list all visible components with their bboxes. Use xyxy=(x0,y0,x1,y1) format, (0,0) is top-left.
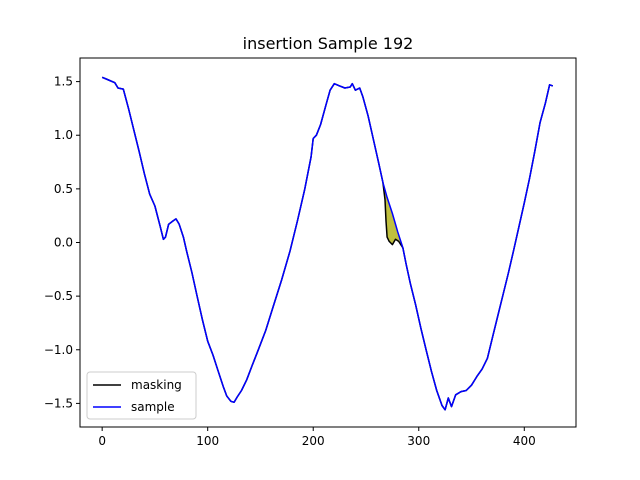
legend: masking sample xyxy=(86,371,197,420)
x-tick-label: 300 xyxy=(407,434,430,448)
axes-frame xyxy=(79,57,577,428)
y-tick-label: 0.5 xyxy=(54,182,73,196)
x-tick-label: 400 xyxy=(513,434,536,448)
y-tick-label: 1.0 xyxy=(54,128,73,142)
legend-label-masking: masking xyxy=(131,378,182,392)
x-tick-label: 100 xyxy=(196,434,219,448)
x-axis-ticks: 0 100 200 300 400 xyxy=(98,427,536,448)
x-tick-label: 0 xyxy=(98,434,106,448)
y-tick-label: −1.5 xyxy=(44,396,73,410)
y-axis-ticks: −1.5 −1.0 −0.5 0.0 0.5 1.0 1.5 xyxy=(44,75,80,410)
y-tick-label: 0.0 xyxy=(54,236,73,250)
chart-title: insertion Sample 192 xyxy=(243,34,414,53)
plot-area xyxy=(101,76,554,411)
y-tick-label: 1.5 xyxy=(54,75,73,89)
legend-label-sample: sample xyxy=(131,400,175,414)
x-tick-label: 200 xyxy=(302,434,325,448)
series-line-sample xyxy=(101,76,554,411)
y-tick-label: −0.5 xyxy=(44,289,73,303)
y-tick-label: −1.0 xyxy=(44,343,73,357)
